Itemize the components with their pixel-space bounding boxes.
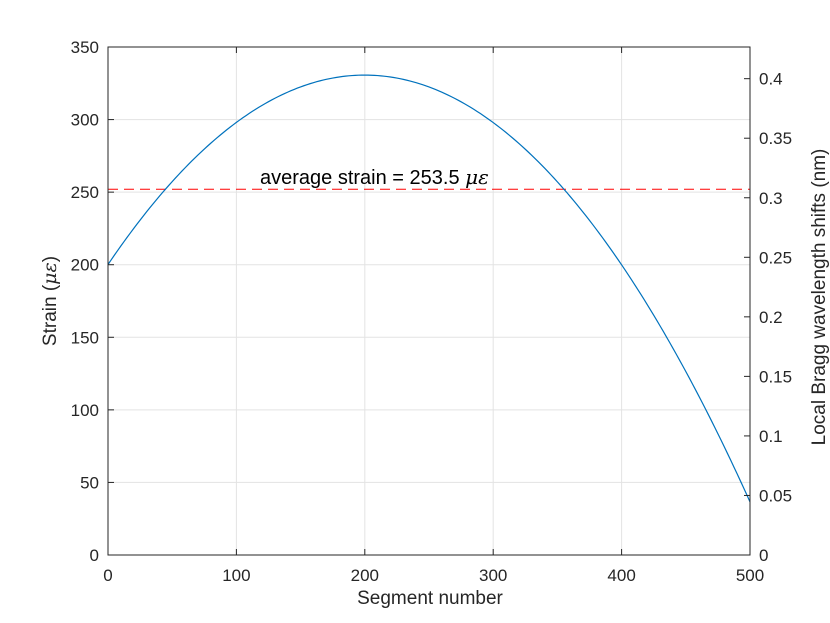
y-tick-label: 150: [71, 328, 99, 347]
y2-tick-label: 0.35: [759, 129, 792, 148]
y-tick-label: 200: [71, 256, 99, 275]
strain-series-line-0: [107, 74, 751, 503]
x-axis-title: Segment number: [357, 588, 503, 609]
y-axis-title-symbol: με: [39, 262, 61, 285]
grid-lines: [108, 47, 750, 555]
x-axis: 0 100 200 300 400 500: [103, 47, 764, 585]
y2-tick-label: 0.05: [759, 486, 792, 505]
y2-axis-title: Local Bragg wavelength shifts (nm): [809, 149, 830, 446]
x-tick-label: 400: [607, 566, 635, 585]
annotation-symbol: με: [465, 165, 489, 189]
x-tick-label: 200: [351, 566, 379, 585]
x-tick-label: 100: [222, 566, 250, 585]
y-axis-left: 0 50 100 150 200 250 300 350: [71, 38, 114, 565]
x-tick-label: 300: [479, 566, 507, 585]
y-tick-label: 350: [71, 38, 99, 57]
series-layer: [107, 74, 751, 503]
y-tick-label: 300: [71, 111, 99, 130]
y-axis-title-close: ): [40, 256, 61, 262]
y2-tick-label: 0.2: [759, 308, 783, 327]
y-tick-label: 0: [90, 546, 99, 565]
y-axis-title-text: Strain (: [40, 284, 61, 346]
y2-tick-label: 0.1: [759, 427, 783, 446]
y-tick-label: 250: [71, 183, 99, 202]
y2-tick-label: 0.25: [759, 248, 792, 267]
plot-area-frame: [107, 46, 751, 556]
x-tick-label: 0: [103, 566, 112, 585]
y-axis-right: 0 0.05 0.1 0.15 0.2 0.25 0.3 0.35 0.4: [744, 70, 792, 565]
y2-tick-label: 0.15: [759, 367, 792, 386]
annotation-label: average strain = 253.5 με: [260, 165, 489, 189]
annotation-text: average strain = 253.5: [260, 167, 465, 189]
y2-tick-label: 0.4: [759, 70, 783, 89]
y2-tick-label: 0.3: [759, 189, 783, 208]
y2-tick-label: 0: [759, 546, 768, 565]
y-tick-label: 50: [80, 473, 99, 492]
y-axis-title: Strain (με): [39, 256, 61, 346]
y-tick-label: 100: [71, 401, 99, 420]
x-tick-label: 500: [736, 566, 764, 585]
